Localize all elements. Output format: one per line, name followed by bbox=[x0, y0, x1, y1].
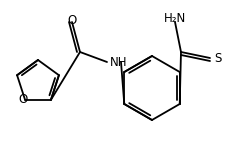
Text: H₂N: H₂N bbox=[164, 12, 186, 25]
Text: O: O bbox=[67, 14, 77, 27]
Text: S: S bbox=[214, 52, 221, 66]
Text: O: O bbox=[18, 93, 28, 106]
Text: NH: NH bbox=[110, 56, 127, 69]
